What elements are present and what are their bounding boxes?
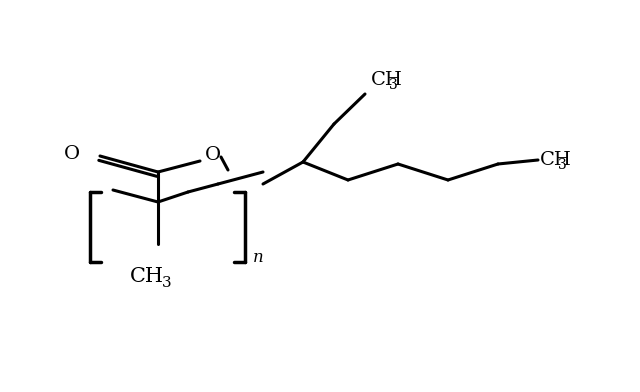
Text: 3: 3 [162, 276, 172, 290]
Text: O: O [205, 146, 221, 164]
Text: 3: 3 [558, 158, 567, 172]
Text: 3: 3 [389, 78, 397, 92]
Text: n: n [253, 249, 264, 267]
Text: CH: CH [540, 151, 572, 169]
Text: O: O [64, 145, 80, 163]
Text: CH: CH [371, 71, 403, 89]
Text: CH: CH [130, 267, 164, 287]
